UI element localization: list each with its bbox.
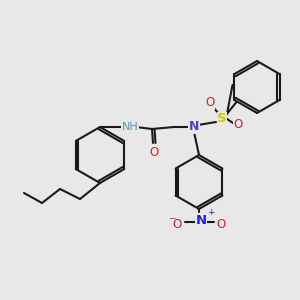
Text: +: + bbox=[207, 208, 214, 217]
Text: O: O bbox=[206, 97, 214, 110]
Text: O: O bbox=[172, 218, 182, 232]
Text: N: N bbox=[189, 121, 199, 134]
Text: S: S bbox=[217, 112, 227, 125]
Text: −: − bbox=[168, 213, 176, 222]
Text: O: O bbox=[233, 118, 243, 131]
Text: O: O bbox=[149, 146, 159, 160]
Text: NH: NH bbox=[122, 122, 138, 132]
Text: O: O bbox=[216, 218, 226, 232]
Text: N: N bbox=[195, 214, 207, 226]
